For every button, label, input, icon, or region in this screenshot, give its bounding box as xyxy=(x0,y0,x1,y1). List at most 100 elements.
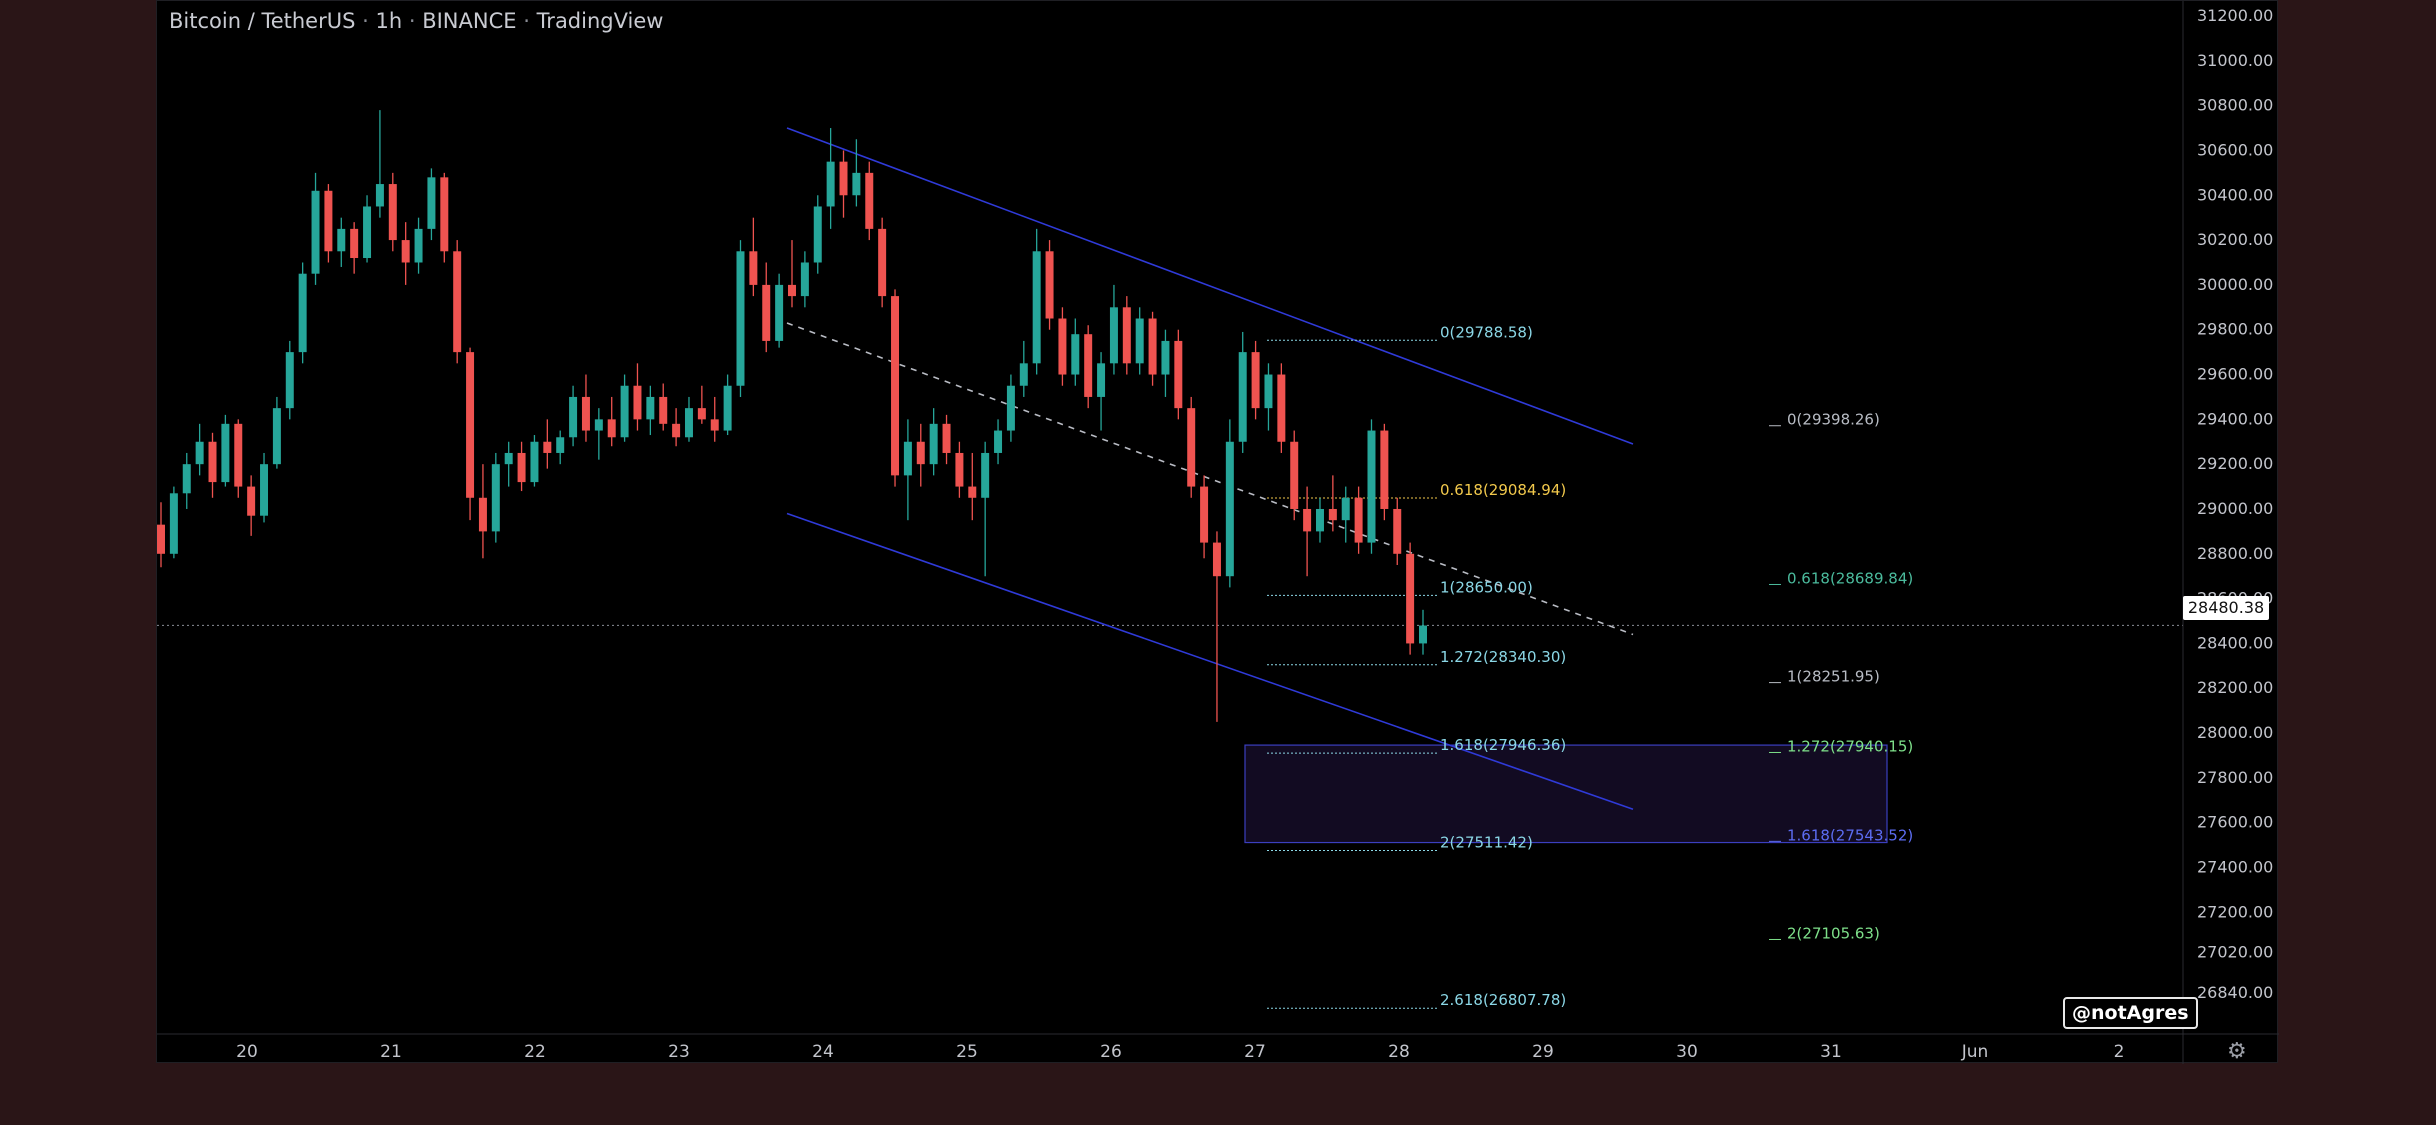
candle-body xyxy=(195,441,204,465)
fib-left-label: 2(27511.42) xyxy=(1440,834,1533,852)
candle-body xyxy=(775,284,784,341)
candle xyxy=(878,217,887,308)
fib-left-label: 1.618(27946.36) xyxy=(1440,736,1566,754)
candle-body xyxy=(169,493,178,554)
candle-body xyxy=(1148,318,1157,375)
x-tick-label: 29 xyxy=(1532,1042,1554,1062)
axis-layer: 31200.00 31000.00 30800.00 30600.00 30400.00… xyxy=(157,1,2279,1064)
candle-body xyxy=(594,419,603,431)
candle xyxy=(1290,430,1299,521)
candle xyxy=(1174,329,1183,420)
candle-body xyxy=(440,177,449,252)
candle xyxy=(530,435,539,487)
candle-body xyxy=(350,228,359,259)
candle xyxy=(659,383,668,431)
candle xyxy=(891,289,900,487)
candle xyxy=(1045,240,1054,330)
candle-body xyxy=(1354,497,1363,543)
candle xyxy=(968,452,977,521)
candle-body xyxy=(1071,334,1080,375)
candle-body xyxy=(1315,508,1324,532)
y-tick-label: 31200.00 xyxy=(2197,6,2273,25)
candle-body xyxy=(337,228,346,252)
candle xyxy=(1006,374,1015,442)
candle-body xyxy=(247,486,256,516)
candle-body xyxy=(311,190,320,274)
x-tick-label: 26 xyxy=(1100,1042,1122,1062)
interval-label[interactable]: 1h xyxy=(375,9,403,33)
chart-panel[interactable]: 0(29788.58) 0.618(29084.94) 1(28650.00) 1.2… xyxy=(156,0,2279,1064)
symbol-name[interactable]: Bitcoin / TetherUS xyxy=(169,9,356,33)
candle xyxy=(1161,329,1170,397)
candle xyxy=(1419,609,1427,655)
candle xyxy=(762,262,771,353)
candle-body xyxy=(891,296,900,476)
candle-body xyxy=(491,464,500,532)
price-chart[interactable]: 0(29788.58) 0.618(29084.94) 1(28650.00) 1.2… xyxy=(157,1,2279,1064)
candle-body xyxy=(620,385,629,438)
candle xyxy=(1315,497,1324,543)
y-tick-label: 29000.00 xyxy=(2197,499,2273,518)
candle-body xyxy=(285,352,294,409)
candle-body xyxy=(1367,430,1376,543)
candle xyxy=(594,408,603,460)
channel-line-lower xyxy=(786,512,1634,811)
candle-body xyxy=(903,441,912,476)
candle-body xyxy=(466,352,475,498)
candle-body xyxy=(375,184,384,207)
candle-body xyxy=(1058,318,1067,375)
candle xyxy=(414,217,423,274)
gear-icon[interactable]: ⚙ xyxy=(2227,1039,2247,1064)
candle xyxy=(1328,475,1337,532)
candle xyxy=(1406,542,1415,655)
candle-body xyxy=(401,240,410,263)
candle xyxy=(324,184,333,263)
candle xyxy=(569,385,578,447)
candle xyxy=(1109,284,1118,375)
candle-body xyxy=(646,396,655,420)
candle-body xyxy=(1187,408,1196,487)
candle xyxy=(260,452,269,523)
candle xyxy=(311,172,320,285)
candle-body xyxy=(955,452,964,487)
candle-body xyxy=(723,385,732,431)
fib-left-label: 0(29788.58) xyxy=(1440,323,1533,341)
fib-right-label: 2(27105.63) xyxy=(1787,924,1880,942)
candle xyxy=(337,217,346,267)
channel-layer xyxy=(786,127,1634,811)
candle xyxy=(298,262,307,364)
fib-right-label: 1.272(27940.15) xyxy=(1787,737,1913,755)
candle-body xyxy=(1097,363,1106,397)
candle xyxy=(388,172,397,252)
candle xyxy=(401,222,410,285)
candle-body xyxy=(1341,497,1350,521)
candle-body xyxy=(1045,251,1054,319)
candle-layer xyxy=(157,110,1427,722)
candle-body xyxy=(208,441,217,483)
candle-body xyxy=(852,172,861,196)
fib-left-label: 1.272(28340.30) xyxy=(1440,648,1566,666)
fib-right-label: 0.618(28689.84) xyxy=(1787,569,1913,587)
candle-body xyxy=(1419,625,1427,644)
candle-body xyxy=(1393,508,1402,554)
candle xyxy=(466,347,475,521)
candle xyxy=(826,128,835,229)
candle-body xyxy=(607,419,616,438)
watermark-label: @notAgres xyxy=(2063,997,2198,1029)
candle-body xyxy=(543,441,552,453)
candle xyxy=(1251,340,1260,420)
candle xyxy=(363,195,372,263)
candle xyxy=(169,486,178,559)
candle-body xyxy=(633,385,642,420)
candle-body xyxy=(1122,307,1131,364)
y-tick-label: 31000.00 xyxy=(2197,51,2273,70)
candle xyxy=(1058,307,1067,386)
candle xyxy=(1264,363,1273,431)
candle xyxy=(1380,423,1389,521)
candle xyxy=(672,408,681,447)
candle-body xyxy=(1406,553,1415,644)
candle xyxy=(1277,363,1286,453)
candle-body xyxy=(569,396,578,438)
x-tick-label: 22 xyxy=(524,1042,546,1062)
target-zone-layer xyxy=(1244,744,1888,844)
